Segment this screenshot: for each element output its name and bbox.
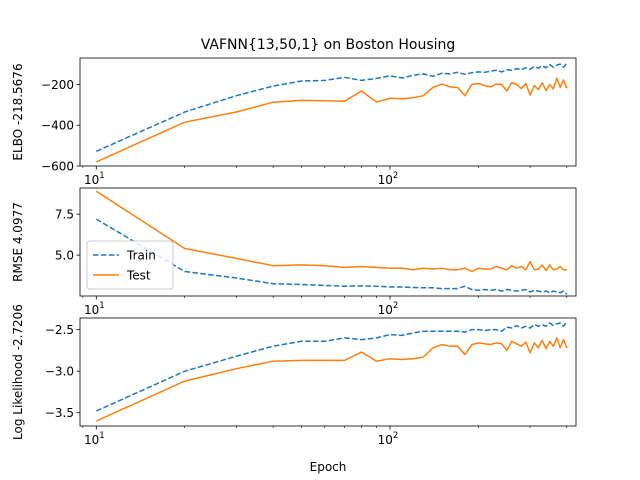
x-tick-label: 101 [84,431,105,447]
y-axis-label: Log Likelihood -2.7206 [11,304,25,440]
chart-title: VAFNN{13,50,1} on Boston Housing [201,37,456,53]
x-tick-label-exponent: 1 [99,171,104,181]
y-tick-label: −600 [41,159,74,173]
y-tick-label: −400 [41,119,74,133]
x-tick-label-base: 10 [84,173,99,187]
x-tick-label: 101 [84,171,105,187]
x-tick-label: 101 [84,301,105,317]
y-tick-label: −3.5 [45,406,74,420]
x-tick-label-base: 10 [378,433,393,447]
series-line-test [95,77,568,163]
series-line-test [95,190,567,273]
y-tick-label: 7.5 [55,207,74,221]
series-line-train [95,218,568,295]
legend-label-test: Test [126,268,151,282]
x-tick-label: 102 [378,171,399,187]
plot-frame [79,317,577,427]
series-line-train [95,320,568,412]
x-tick-label-base: 10 [378,173,393,187]
series-line-train [95,62,568,152]
x-tick-label: 102 [378,301,399,317]
y-tick-label: −2.5 [45,323,74,337]
y-tick-label: 5.0 [55,248,74,262]
y-tick-label: −3.0 [45,364,74,378]
x-tick-label-base: 10 [84,433,99,447]
x-tick-label-base: 10 [84,303,99,317]
y-axis-label: RMSE 4.0977 [11,202,25,282]
legend-box [86,240,174,290]
x-tick-label-exponent: 2 [393,301,398,311]
y-tick-label: −200 [41,78,74,92]
x-tick-label-exponent: 2 [393,171,398,181]
x-tick-label: 102 [378,431,399,447]
series-line-test [95,337,568,422]
legend-label-train: Train [126,248,156,262]
plot-frame [79,187,577,297]
x-tick-label-base: 10 [378,303,393,317]
x-tick-label-exponent: 2 [393,431,398,441]
x-tick-label-exponent: 1 [99,431,104,441]
y-axis-label: ELBO -218.5676 [11,63,25,160]
legend: Train Test [86,240,174,290]
x-tick-label-exponent: 1 [99,301,104,311]
plot-frame [79,57,577,167]
x-axis-label: Epoch [310,460,347,474]
